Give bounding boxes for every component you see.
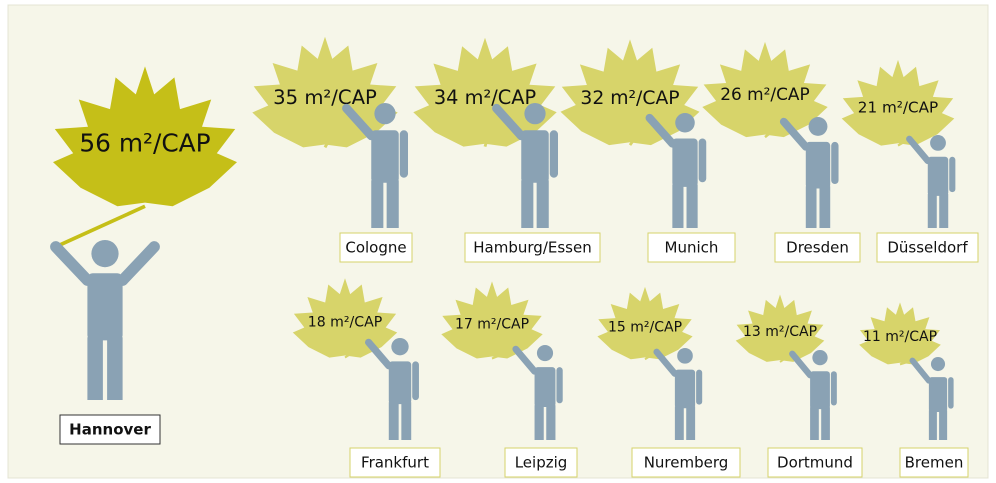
- person-leg: [687, 185, 698, 228]
- person-leg: [806, 186, 817, 228]
- person-leg: [387, 180, 399, 228]
- person-leg: [371, 180, 383, 228]
- person-head: [391, 338, 408, 355]
- person-body: [928, 157, 948, 196]
- person-head: [812, 350, 827, 365]
- person-leg: [939, 410, 947, 440]
- person-arm: [831, 371, 837, 405]
- person-leg: [928, 194, 937, 228]
- person-body: [389, 361, 411, 404]
- person-leg: [821, 407, 830, 440]
- person-arm: [949, 157, 955, 192]
- category-label: Leipzig: [515, 454, 568, 472]
- category-label: Düsseldorf: [887, 239, 968, 257]
- person-body: [521, 130, 549, 183]
- person-arm: [412, 361, 419, 400]
- category-label: Dortmund: [777, 454, 853, 472]
- person-arm: [699, 139, 707, 183]
- value-label: 18 m²/CAP: [308, 315, 383, 331]
- person-leg: [686, 406, 695, 440]
- person-body: [675, 370, 695, 409]
- person-leg: [819, 186, 830, 228]
- person-leg: [810, 407, 819, 440]
- person-head: [537, 345, 553, 361]
- value-label: 11 m²/CAP: [863, 329, 937, 345]
- value-label: 13 m²/CAP: [743, 324, 817, 340]
- person-leg: [535, 405, 544, 440]
- category-label: Munich: [665, 239, 719, 257]
- category-label: Hamburg/Essen: [473, 239, 591, 257]
- person-leg: [672, 185, 683, 228]
- category-label: Frankfurt: [361, 454, 429, 472]
- value-label: 35 m²/CAP: [273, 86, 377, 109]
- person-body: [810, 371, 830, 409]
- category-label: Dresden: [786, 239, 849, 257]
- person-leg: [87, 337, 102, 400]
- person-head: [931, 357, 945, 371]
- person-body: [87, 273, 122, 340]
- category-label: Nuremberg: [644, 454, 729, 472]
- value-label: 34 m²/CAP: [434, 86, 536, 109]
- category-label: Cologne: [345, 239, 406, 257]
- person-head: [524, 103, 545, 124]
- person-head: [677, 348, 693, 364]
- person-head: [809, 117, 828, 136]
- person-arm: [550, 130, 558, 178]
- person-leg: [675, 406, 684, 440]
- person-head: [675, 113, 695, 133]
- value-label: 26 m²/CAP: [720, 84, 809, 104]
- person-arm: [400, 130, 408, 178]
- person-head: [374, 103, 395, 124]
- person-arm: [831, 142, 838, 184]
- value-label: 21 m²/CAP: [858, 98, 938, 116]
- category-label: Bremen: [905, 454, 964, 472]
- person-body: [672, 139, 697, 187]
- person-arm: [696, 370, 702, 405]
- person-head: [91, 240, 118, 267]
- person-leg: [521, 180, 533, 228]
- person-head: [930, 135, 946, 151]
- person-leg: [537, 180, 549, 228]
- person-body: [371, 130, 399, 183]
- category-label: Hannover: [69, 421, 151, 439]
- person-leg: [107, 337, 122, 400]
- person-arm: [556, 367, 562, 403]
- person-arm: [948, 377, 953, 409]
- value-label: 15 m²/CAP: [608, 319, 682, 335]
- value-label: 17 m²/CAP: [455, 317, 529, 333]
- person-leg: [389, 402, 399, 440]
- value-label: 32 m²/CAP: [580, 88, 679, 109]
- infographic: 56 m²/CAP Hannover 35 m²/CAP Cologne 34 m²/C…: [0, 0, 996, 483]
- value-label: 56 m²/CAP: [79, 129, 210, 158]
- person-body: [535, 367, 556, 407]
- person-leg: [546, 405, 555, 440]
- person-leg: [939, 194, 948, 228]
- person-leg: [929, 410, 937, 440]
- person-body: [806, 142, 830, 189]
- person-body: [929, 377, 947, 412]
- person-leg: [401, 402, 411, 440]
